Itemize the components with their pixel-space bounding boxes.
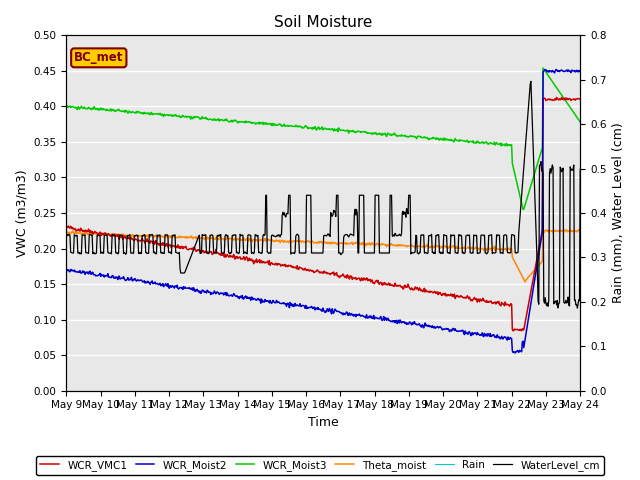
Theta_moist (401, 243, 408, 249)
WaterLevel_cm (527, 79, 535, 84)
WCR_Moist3 (540, 65, 547, 71)
WCR_Moist3 (519, 206, 527, 212)
WCR_VMC1 (553, 95, 561, 100)
Rain (125, 388, 132, 394)
Text: BC_met: BC_met (74, 51, 124, 64)
WCR_VMC1 (509, 328, 517, 334)
WCR_Moist3 (385, 132, 393, 137)
Theta_moist (125, 232, 132, 238)
WCR_Moist2 (63, 269, 70, 275)
Rain (577, 388, 584, 394)
WCR_Moist2 (401, 319, 408, 325)
WCR_VMC1 (204, 249, 212, 255)
WaterLevel_cm (125, 233, 132, 239)
WCR_VMC1 (577, 96, 584, 102)
Theta_moist (385, 242, 393, 248)
WCR_Moist3 (72, 104, 79, 110)
X-axis label: Time: Time (308, 416, 339, 429)
WCR_Moist3 (401, 133, 408, 139)
Theta_moist (575, 227, 582, 232)
Y-axis label: Rain (mm), Water Level (cm): Rain (mm), Water Level (cm) (612, 123, 625, 303)
WCR_Moist3 (177, 114, 184, 120)
WaterLevel_cm (204, 250, 212, 256)
WCR_Moist3 (204, 116, 212, 122)
Y-axis label: VWC (m3/m3): VWC (m3/m3) (15, 169, 28, 257)
WCR_Moist2 (385, 317, 393, 323)
WaterLevel_cm (401, 209, 408, 215)
WaterLevel_cm (63, 232, 70, 238)
Theta_moist (577, 228, 584, 233)
Rain (72, 388, 79, 394)
Rain (204, 388, 212, 394)
WaterLevel_cm (72, 233, 79, 239)
Theta_moist (63, 230, 70, 236)
Title: Soil Moisture: Soil Moisture (274, 15, 372, 30)
Theta_moist (177, 235, 184, 240)
WCR_VMC1 (177, 246, 184, 252)
WCR_VMC1 (385, 282, 393, 288)
Line: Theta_moist: Theta_moist (67, 229, 580, 282)
Theta_moist (72, 230, 79, 236)
WCR_Moist3 (63, 105, 70, 110)
WCR_Moist2 (125, 277, 132, 283)
WaterLevel_cm (385, 250, 393, 256)
WCR_Moist2 (204, 288, 212, 294)
Theta_moist (204, 236, 212, 242)
Line: WCR_VMC1: WCR_VMC1 (67, 97, 580, 331)
WCR_Moist2 (511, 350, 519, 356)
WaterLevel_cm (573, 305, 581, 311)
WCR_VMC1 (63, 224, 70, 229)
WCR_Moist3 (125, 109, 132, 115)
Line: WCR_Moist2: WCR_Moist2 (67, 70, 580, 353)
WCR_VMC1 (72, 228, 79, 234)
WCR_Moist2 (577, 68, 584, 74)
Line: WaterLevel_cm: WaterLevel_cm (67, 82, 580, 308)
WCR_VMC1 (125, 235, 132, 241)
WCR_Moist2 (72, 268, 79, 274)
WCR_Moist2 (541, 67, 549, 72)
WaterLevel_cm (577, 166, 584, 172)
WaterLevel_cm (177, 270, 184, 276)
Rain (63, 388, 70, 394)
WCR_VMC1 (401, 283, 408, 288)
Theta_moist (522, 279, 529, 285)
WCR_Moist2 (177, 285, 184, 290)
WCR_Moist3 (577, 119, 584, 125)
Rain (177, 388, 184, 394)
Rain (401, 388, 408, 394)
Line: WCR_Moist3: WCR_Moist3 (67, 68, 580, 209)
Rain (385, 388, 393, 394)
Legend: WCR_VMC1, WCR_Moist2, WCR_Moist3, Theta_moist, Rain, WaterLevel_cm: WCR_VMC1, WCR_Moist2, WCR_Moist3, Theta_… (36, 456, 604, 475)
